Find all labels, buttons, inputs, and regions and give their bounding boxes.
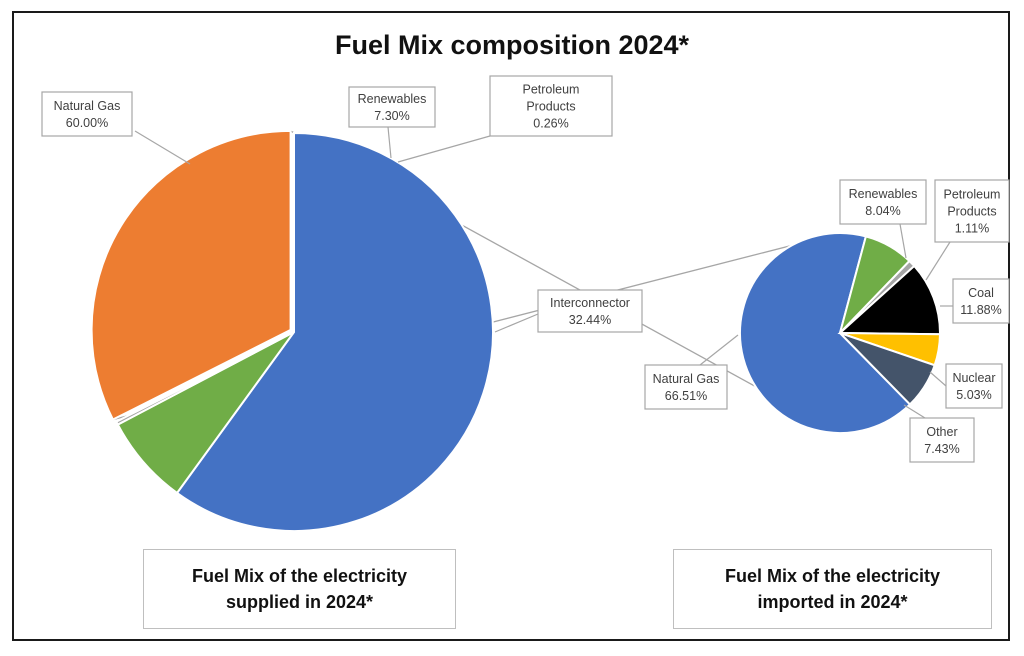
supplied-natural-gas-value-label: 60.00% [66, 116, 108, 130]
imported-petroleum-products-label-box [934, 179, 1010, 243]
imported-other-callout: Other 7.43% [903, 404, 975, 463]
supplied-pie [90, 129, 494, 532]
imported-other-leader-line [903, 404, 926, 419]
imported-natural-gas-value-label: 66.51% [665, 389, 707, 403]
supplied-interconnector-name-label: Interconnector [550, 296, 630, 310]
supplied-caption-line2: supplied in 2024* [225, 592, 374, 612]
imported-renewables-callout: Renewables 8.04% [839, 179, 927, 259]
imported-caption-line2: imported in 2024* [757, 592, 908, 612]
imported-natural-gas-leader-line [699, 334, 739, 366]
supplied-natural-gas-leader-line [134, 130, 191, 165]
supplied-natural-gas-callout: Natural Gas 60.00% [41, 91, 191, 165]
imported-pie [739, 232, 942, 434]
supplied-interconnector-callout: Interconnector 32.44% [494, 289, 643, 333]
imported-nuclear-value-label: 5.03% [956, 388, 991, 402]
supplied-petroleum-products-leader-line [397, 135, 491, 163]
imported-nuclear-leader-line [929, 371, 947, 387]
supplied-renewables-callout: Renewables 7.30% [348, 86, 436, 159]
supplied-slice-petroleum-products [115, 331, 295, 426]
imported-caption-line1: Fuel Mix of the electricity [724, 565, 941, 586]
supplied-renewables-value-label: 7.30% [374, 109, 409, 123]
supplied-slice-natural-gas [175, 131, 494, 532]
supplied-petroleum-products-value-label: 0.26% [533, 117, 568, 131]
imported-slice-coal [837, 264, 941, 336]
supplied-renewables-name-label: Renewables [358, 92, 427, 106]
imported-petroleum-products-leader-line [925, 241, 951, 281]
supplied-caption: Fuel Mix of the electricity supplied in … [143, 549, 456, 629]
chart-title: Fuel Mix composition 2024* [334, 30, 690, 60]
chart-frame [12, 11, 1010, 641]
imported-renewables-label-box [839, 179, 927, 225]
imported-renewables-value-label: 8.04% [865, 204, 900, 218]
imported-petroleum-products-name-label: Petroleum [944, 188, 1001, 202]
supplied-caption-line1: Fuel Mix of the electricity [191, 565, 408, 586]
imported-slice-other [839, 332, 936, 406]
supplied-petroleum-products-name-label: Products [526, 100, 575, 114]
imported-caption: Fuel Mix of the electricity imported in … [673, 549, 992, 629]
supplied-petroleum-products-name-label: Petroleum [523, 83, 580, 97]
callouts: Natural Gas60.00%Renewables7.30%Petroleu… [41, 75, 1010, 463]
imported-nuclear-label-box [945, 363, 1003, 409]
imported-nuclear-callout: Nuclear 5.03% [929, 363, 1003, 409]
imported-other-label-box [909, 417, 975, 463]
supplied-interconnector-leader-line [494, 313, 539, 333]
imported-petroleum-products-callout: Petroleum Products 1.11% [925, 179, 1010, 281]
imported-coal-name-label: Coal [968, 286, 994, 300]
supplied-interconnector-label-box [537, 289, 643, 333]
imported-natural-gas-name-label: Natural Gas [653, 372, 720, 386]
supplied-petroleum-products-label-box [489, 75, 613, 137]
imported-nuclear-name-label: Nuclear [952, 371, 995, 385]
imported-renewables-leader-line [899, 223, 907, 259]
imported-coal-callout: Coal 11.88% [940, 278, 1010, 324]
imported-natural-gas-label-box [644, 364, 728, 410]
supplied-interconnector-value-label: 32.44% [569, 313, 611, 327]
imported-slice-natural-gas [739, 232, 912, 434]
imported-petroleum-products-name-label: Products [947, 205, 996, 219]
imported-coal-value-label: 11.88% [960, 303, 1001, 317]
imported-renewables-name-label: Renewables [849, 187, 918, 201]
supplied-slice-interconnector [90, 129, 292, 421]
supplied-renewables-label-box [348, 86, 436, 128]
imported-petroleum-products-value-label: 1.11% [955, 222, 990, 236]
supplied-natural-gas-name-label: Natural Gas [54, 99, 121, 113]
imported-other-value-label: 7.43% [924, 442, 959, 456]
supplied-natural-gas-label-box [41, 91, 133, 137]
imported-other-name-label: Other [926, 425, 957, 439]
supplied-renewables-leader-line [387, 126, 392, 159]
supplied-petroleum-products-callout: Petroleum Products 0.26% [397, 75, 613, 163]
imported-natural-gas-callout: Natural Gas 66.51% [644, 334, 739, 410]
imported-coal-label-box [952, 278, 1010, 324]
